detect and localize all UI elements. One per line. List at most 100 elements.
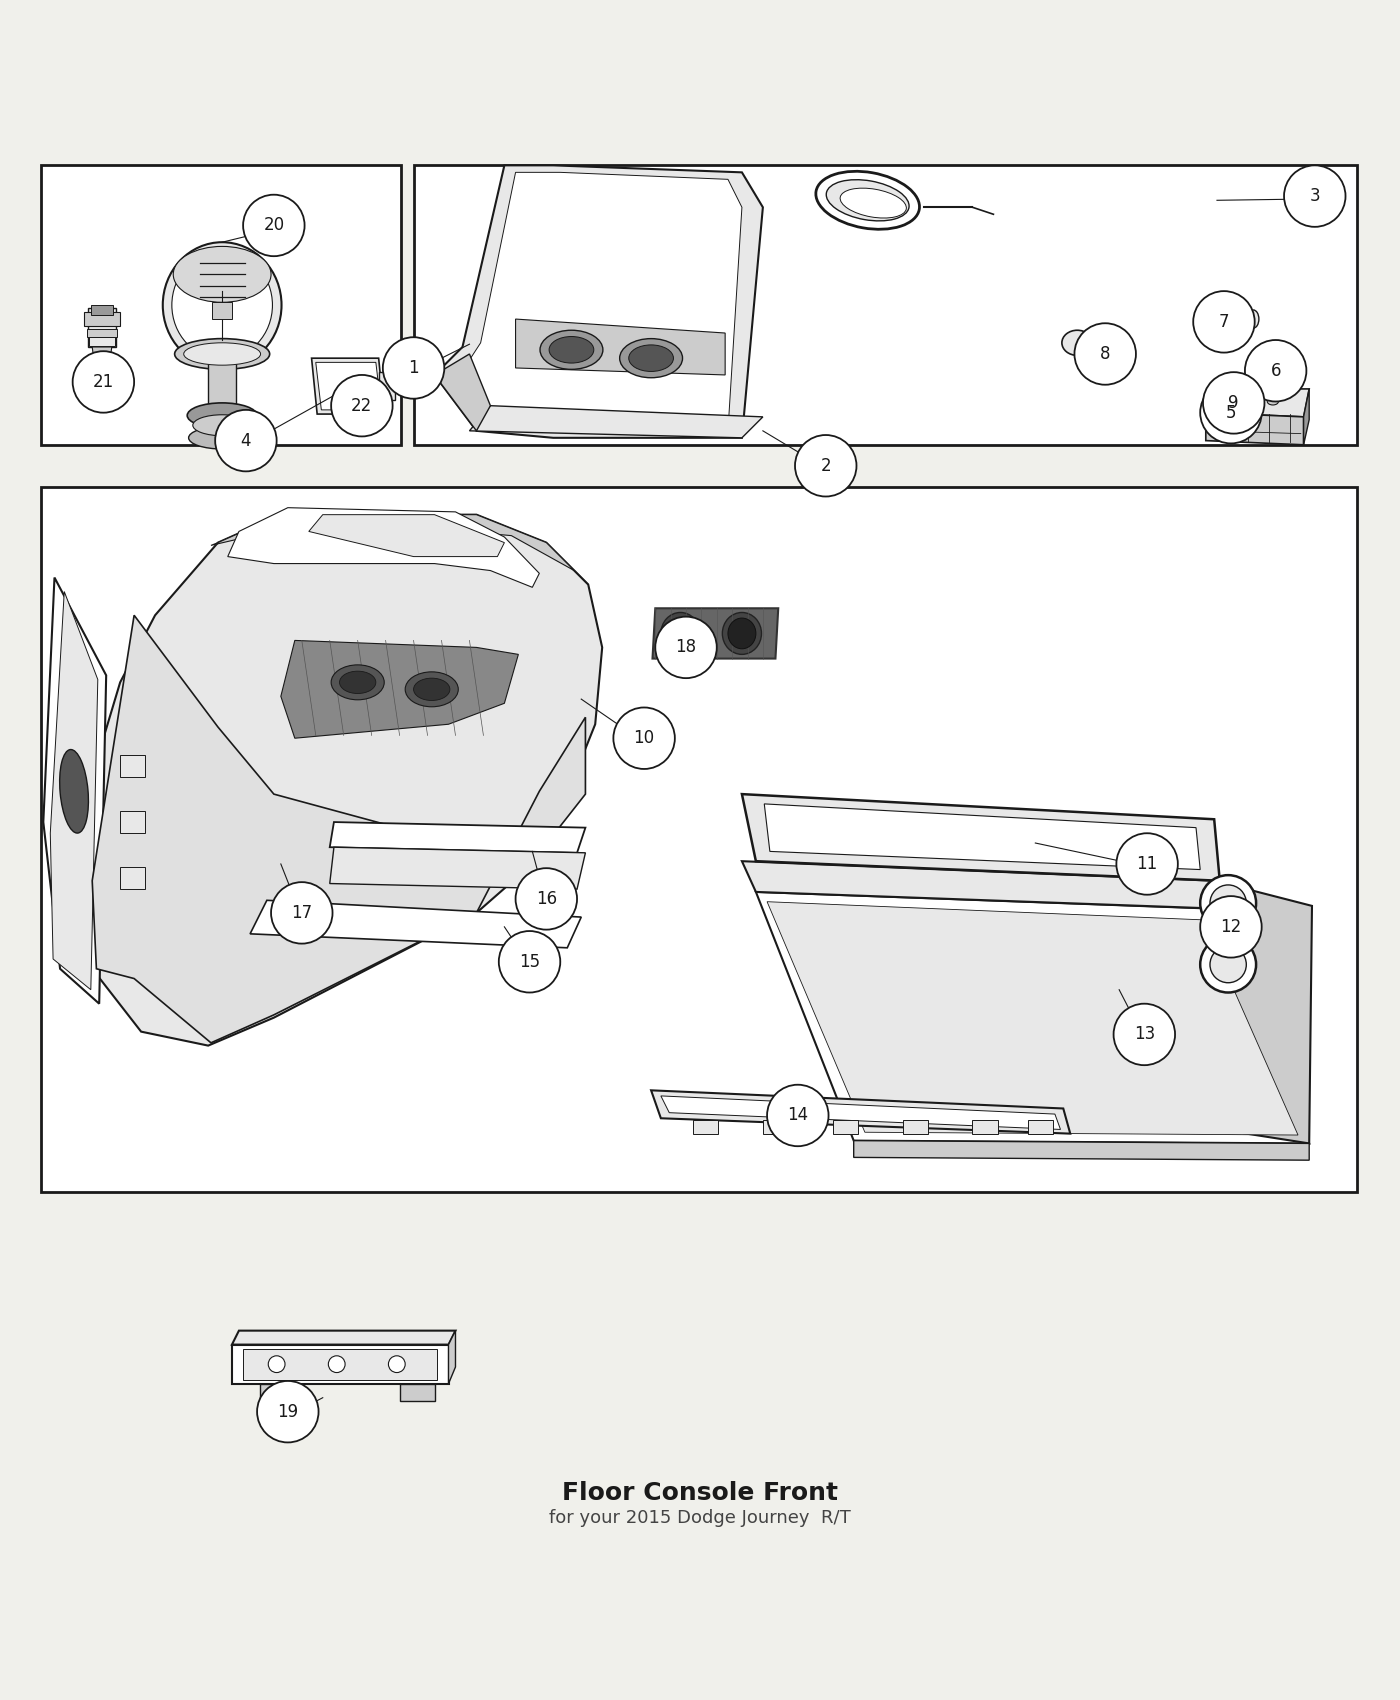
Text: 10: 10 bbox=[634, 729, 655, 748]
Ellipse shape bbox=[388, 1357, 405, 1372]
Circle shape bbox=[1074, 323, 1135, 384]
Ellipse shape bbox=[90, 367, 115, 382]
Ellipse shape bbox=[183, 343, 260, 366]
Bar bbox=[84, 313, 120, 326]
Ellipse shape bbox=[1200, 937, 1256, 993]
Polygon shape bbox=[469, 406, 763, 439]
Ellipse shape bbox=[540, 330, 603, 369]
Text: 20: 20 bbox=[263, 216, 284, 235]
Ellipse shape bbox=[826, 180, 909, 221]
Ellipse shape bbox=[620, 338, 683, 377]
Bar bbox=[87, 328, 118, 337]
Polygon shape bbox=[228, 508, 539, 586]
Polygon shape bbox=[244, 1348, 437, 1379]
Polygon shape bbox=[515, 320, 725, 376]
Polygon shape bbox=[652, 609, 778, 658]
Text: Floor Console Front: Floor Console Front bbox=[561, 1481, 839, 1504]
Circle shape bbox=[258, 1380, 319, 1442]
Text: 12: 12 bbox=[1221, 918, 1242, 935]
Ellipse shape bbox=[332, 665, 384, 700]
Text: 5: 5 bbox=[1225, 403, 1236, 422]
Polygon shape bbox=[330, 847, 585, 889]
Ellipse shape bbox=[413, 678, 449, 700]
Ellipse shape bbox=[1210, 947, 1246, 983]
Polygon shape bbox=[309, 515, 504, 556]
Ellipse shape bbox=[1232, 381, 1254, 403]
Bar bbox=[693, 1120, 718, 1134]
Circle shape bbox=[1200, 896, 1261, 957]
Bar bbox=[120, 811, 146, 833]
Ellipse shape bbox=[188, 403, 258, 428]
Polygon shape bbox=[378, 372, 395, 400]
Circle shape bbox=[332, 376, 392, 437]
Bar bbox=[41, 486, 1357, 1192]
Ellipse shape bbox=[189, 427, 256, 449]
Ellipse shape bbox=[840, 189, 906, 218]
Text: 9: 9 bbox=[1228, 394, 1239, 411]
Polygon shape bbox=[50, 592, 98, 989]
Bar bbox=[120, 867, 146, 889]
Text: 14: 14 bbox=[787, 1107, 808, 1124]
Ellipse shape bbox=[1267, 398, 1278, 405]
Polygon shape bbox=[1214, 881, 1312, 1144]
Polygon shape bbox=[1205, 413, 1303, 445]
Text: 4: 4 bbox=[241, 432, 251, 449]
Polygon shape bbox=[651, 1090, 1070, 1134]
Bar bbox=[209, 352, 237, 410]
Ellipse shape bbox=[1204, 304, 1229, 335]
Circle shape bbox=[1193, 291, 1254, 352]
Polygon shape bbox=[756, 892, 1309, 1144]
Polygon shape bbox=[764, 804, 1200, 870]
Circle shape bbox=[1203, 372, 1264, 434]
Polygon shape bbox=[232, 1331, 455, 1345]
Polygon shape bbox=[661, 1096, 1060, 1129]
Text: 16: 16 bbox=[536, 889, 557, 908]
Ellipse shape bbox=[269, 1357, 286, 1372]
Polygon shape bbox=[1205, 389, 1309, 416]
Polygon shape bbox=[251, 901, 581, 949]
Text: 3: 3 bbox=[1309, 187, 1320, 206]
Ellipse shape bbox=[722, 612, 762, 654]
Circle shape bbox=[1200, 382, 1261, 444]
Circle shape bbox=[244, 196, 305, 257]
Polygon shape bbox=[462, 172, 742, 430]
Polygon shape bbox=[92, 615, 585, 1042]
Polygon shape bbox=[448, 1331, 455, 1384]
Ellipse shape bbox=[162, 241, 281, 367]
Bar bbox=[91, 304, 113, 314]
Circle shape bbox=[655, 617, 717, 678]
Text: 13: 13 bbox=[1134, 1025, 1155, 1044]
Text: 1: 1 bbox=[409, 359, 419, 377]
Text: 6: 6 bbox=[1270, 362, 1281, 379]
Circle shape bbox=[795, 435, 857, 496]
Ellipse shape bbox=[329, 1357, 346, 1372]
Text: 17: 17 bbox=[291, 904, 312, 921]
Bar bbox=[973, 1120, 998, 1134]
Bar bbox=[413, 165, 1357, 445]
Ellipse shape bbox=[1200, 876, 1256, 932]
Ellipse shape bbox=[174, 246, 272, 303]
Bar bbox=[213, 303, 232, 320]
Bar bbox=[120, 755, 146, 777]
Polygon shape bbox=[312, 359, 384, 415]
Bar bbox=[903, 1120, 928, 1134]
Circle shape bbox=[767, 1085, 829, 1146]
Bar bbox=[763, 1120, 788, 1134]
Circle shape bbox=[515, 869, 577, 930]
Ellipse shape bbox=[1263, 352, 1282, 376]
Bar bbox=[90, 337, 115, 345]
Ellipse shape bbox=[549, 337, 594, 364]
Polygon shape bbox=[232, 1345, 448, 1384]
Ellipse shape bbox=[661, 612, 700, 654]
Ellipse shape bbox=[95, 403, 109, 411]
Polygon shape bbox=[260, 1384, 295, 1401]
Circle shape bbox=[1113, 1003, 1175, 1066]
Text: 8: 8 bbox=[1100, 345, 1110, 364]
Ellipse shape bbox=[1247, 309, 1259, 328]
Circle shape bbox=[1116, 833, 1177, 894]
Ellipse shape bbox=[728, 619, 756, 649]
Polygon shape bbox=[742, 862, 1219, 910]
Ellipse shape bbox=[1061, 330, 1092, 355]
Circle shape bbox=[613, 707, 675, 768]
Polygon shape bbox=[742, 794, 1219, 881]
